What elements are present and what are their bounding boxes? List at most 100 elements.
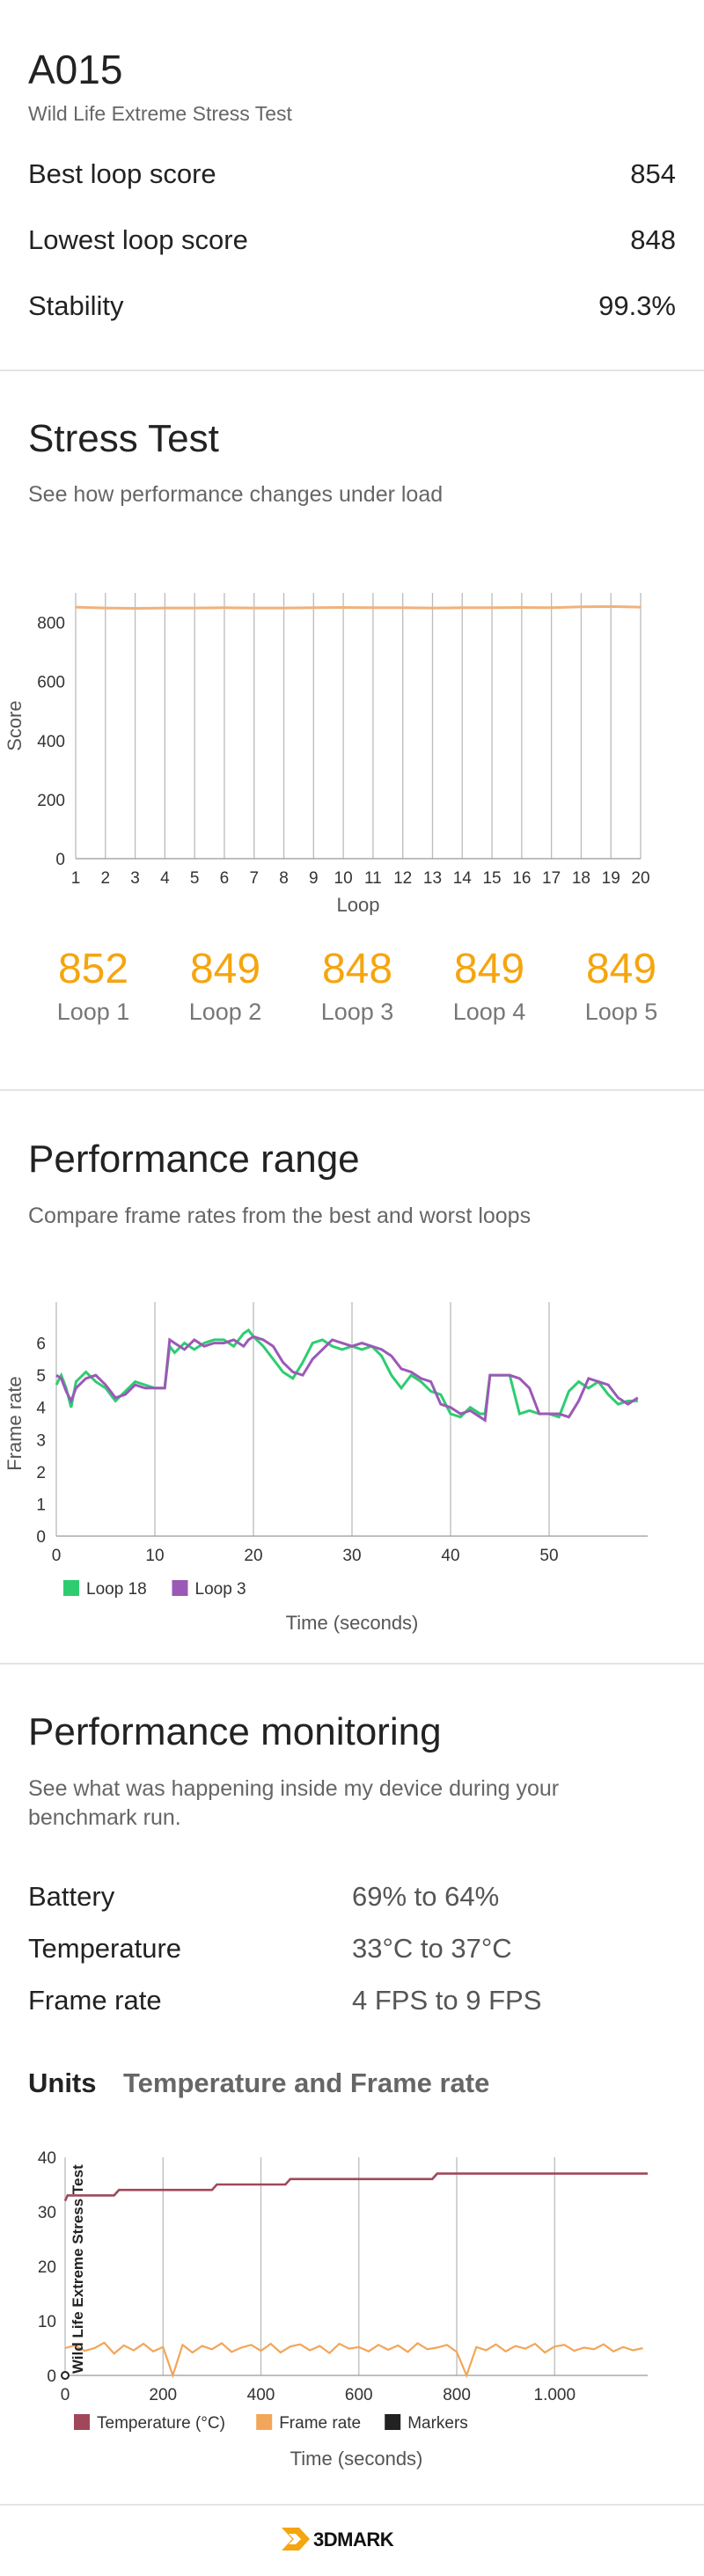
y-axis-label: Score (4, 700, 26, 750)
loop-score-value: 848 (321, 946, 393, 992)
monitoring-chart: 0 200 400 600 800 1.000 0 10 20 30 40 Wild Life Ext… (38, 2149, 648, 2470)
score-point (640, 606, 642, 608)
battery-label: Battery (28, 1881, 115, 1912)
frame-rate-label: Frame rate (28, 1985, 162, 2016)
stability-label: Stability (28, 290, 124, 321)
temperature-line (63, 2172, 648, 2202)
temperature-value: 33°C to 37°C (352, 1933, 512, 1964)
score-point (610, 605, 612, 608)
x-tick-label: 5 (190, 869, 200, 888)
score-point (164, 607, 166, 609)
best-loop-label: Best loop score (28, 158, 216, 189)
brand-name: 3DMARK (313, 2528, 394, 2550)
temperature-label: Temperature (28, 1933, 182, 1964)
score-point (253, 607, 255, 609)
monitoring-title: Performance monitoring (28, 1710, 442, 1753)
score-point (224, 606, 225, 609)
score-point (521, 606, 523, 609)
loop-score-value: 849 (585, 946, 657, 992)
x-tick-label: 12 (393, 869, 412, 888)
lowest-loop-value: 848 (630, 224, 676, 255)
legend-label: Temperature (°C) (97, 2414, 225, 2433)
divider (0, 2504, 704, 2506)
x-tick-label: 30 (342, 1547, 361, 1565)
score-point (401, 606, 404, 609)
frame-rate-chart: 0 10 20 30 40 50 0 1 2 3 4 5 6 Frame rate Loop 18 Loop … (4, 1302, 648, 1634)
y-tick-label: 0 (36, 1528, 46, 1547)
frame-rate-value: 4 FPS to 9 FPS (352, 1985, 542, 2016)
3dmark-logo-icon (282, 2528, 310, 2550)
legend-label: Loop 18 (86, 1580, 147, 1599)
y-tick-label: 40 (38, 2149, 56, 2168)
marker-point (61, 2371, 70, 2380)
x-tick-label: 600 (345, 2386, 373, 2404)
x-tick-label: 20 (631, 869, 649, 888)
x-tick-label: 18 (572, 869, 590, 888)
x-tick-label: 1.000 (534, 2386, 576, 2404)
performance-range-subtitle: Compare frame rates from the best and wo… (28, 1204, 532, 1228)
x-tick-label: 7 (249, 869, 259, 888)
score-point (194, 607, 195, 609)
x-tick-label: 10 (145, 1547, 164, 1565)
x-tick-label: 15 (482, 869, 501, 888)
units-label: Units (28, 2067, 97, 2098)
stability-value: 99.3% (598, 290, 676, 321)
monitoring-subtitle-1: See what was happening inside my device … (28, 1776, 560, 1801)
x-tick-label: 16 (512, 869, 531, 888)
x-tick-label: 10 (334, 869, 353, 888)
x-tick-label: 1 (71, 869, 81, 888)
loop-score-label: Loop 1 (56, 999, 130, 1025)
y-tick-label: 20 (38, 2258, 56, 2277)
legend-swatch (256, 2414, 273, 2430)
x-tick-label: 3 (130, 869, 140, 888)
score-point (282, 607, 285, 609)
test-name: Wild Life Extreme Stress Test (28, 102, 292, 125)
x-tick-label: 8 (279, 869, 289, 888)
loop-score-label: Loop 2 (188, 999, 262, 1025)
x-tick-label: 40 (441, 1547, 459, 1565)
x-tick-label: 200 (149, 2386, 177, 2404)
x-tick-label: 14 (453, 869, 473, 888)
x-tick-label: 2 (101, 869, 111, 888)
units-dropdown[interactable]: Temperature and Frame rate (123, 2067, 490, 2098)
series-line-loop-3 (55, 1335, 639, 1423)
y-tick-label: 0 (55, 851, 65, 869)
y-tick-label: 400 (37, 733, 65, 751)
x-axis-label: Time (seconds) (286, 1612, 419, 1634)
loop-score-1: 852 Loop 1 (27, 945, 159, 1026)
score-point (312, 606, 315, 609)
divider (0, 1663, 704, 1665)
score-point (342, 606, 344, 609)
frame-rate-line (64, 2341, 643, 2379)
x-tick-label: 4 (160, 869, 170, 888)
legend-swatch (63, 1580, 79, 1596)
loop-score-5: 849 Loop 5 (555, 945, 687, 1026)
loop-score-value: 849 (453, 946, 525, 992)
x-tick-label: 50 (539, 1547, 558, 1565)
series-line-loop-18 (55, 1328, 638, 1419)
y-tick-label: 4 (36, 1400, 46, 1418)
stress-test-subtitle: See how performance changes under load (28, 482, 444, 507)
y-tick-label: 2 (36, 1464, 46, 1482)
divider (0, 1089, 704, 1091)
y-tick-label: 3 (36, 1431, 46, 1450)
x-tick-label: 9 (309, 869, 319, 888)
legend-swatch (385, 2414, 401, 2430)
legend-swatch (74, 2414, 90, 2430)
stress-chart: 1 2 3 4 5 6 7 8 9 10 11 12 13 14 15 16 17 18 19 20020040060… (4, 593, 650, 915)
score-point (461, 606, 464, 609)
score-point (431, 607, 434, 609)
loop-score-value: 852 (57, 946, 129, 992)
loop-score-label: Loop 3 (320, 999, 394, 1025)
loop-score-value: 849 (189, 946, 261, 992)
y-tick-label: 600 (37, 674, 65, 692)
x-tick-label: 19 (602, 869, 620, 888)
x-tick-label: 0 (52, 1547, 62, 1565)
brand-logo: 3DMARK (280, 2521, 424, 2557)
score-point (550, 606, 553, 609)
score-line (75, 604, 642, 610)
x-tick-label: 800 (443, 2386, 471, 2404)
device-name: A015 (28, 47, 123, 92)
best-loop-value: 854 (630, 158, 676, 189)
y-tick-label: 30 (38, 2204, 56, 2222)
